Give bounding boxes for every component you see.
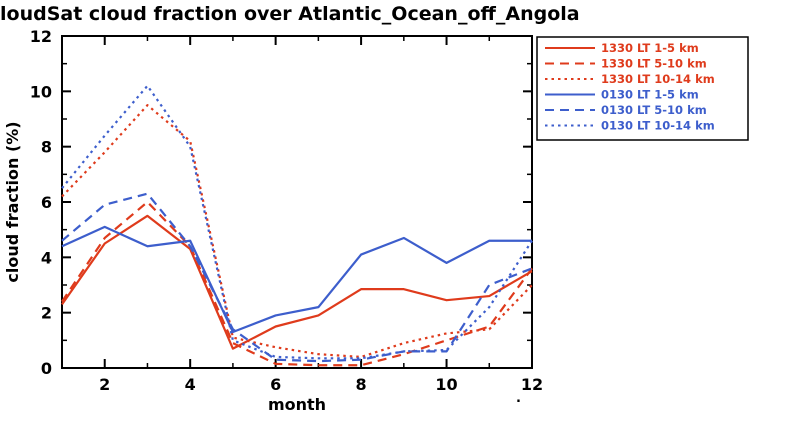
series-line-2 bbox=[61, 104, 533, 359]
x-tick-label: 10 bbox=[435, 375, 457, 394]
chart-title: loudSat cloud fraction over Atlantic_Oce… bbox=[0, 3, 580, 25]
x-tick-label: 4 bbox=[185, 375, 196, 394]
y-tick-label: 0 bbox=[41, 359, 52, 378]
x-axis-title: month bbox=[268, 395, 326, 414]
x-tick-label: 8 bbox=[356, 375, 367, 394]
series-line-3 bbox=[61, 225, 532, 334]
y-tick-label: 4 bbox=[41, 248, 52, 267]
y-tick-label: 10 bbox=[30, 82, 52, 101]
legend-label-4: 0130 LT 5-10 km bbox=[601, 103, 707, 117]
stray-mark: . bbox=[516, 391, 521, 406]
chart-series-group: 2 4 6 8 10 12 0 2 4 6 8 10 12 1330 LT 1-5 km 1330 LT 5… bbox=[30, 27, 749, 394]
x-tick-label: 6 bbox=[270, 375, 281, 394]
legend-label-1: 1330 LT 5-10 km bbox=[601, 57, 707, 71]
series-line-0 bbox=[61, 214, 533, 350]
legend-label-0: 1330 LT 1-5 km bbox=[601, 41, 699, 55]
y-tick-label: 2 bbox=[41, 304, 52, 323]
series-line-4 bbox=[61, 192, 533, 363]
axis-frame bbox=[61, 35, 533, 369]
y-axis-title: cloud fraction (%) bbox=[3, 121, 22, 282]
series-line-5 bbox=[61, 84, 533, 360]
y-tick-label: 12 bbox=[30, 27, 52, 46]
x-tick-label: 2 bbox=[99, 375, 110, 394]
legend-box bbox=[536, 36, 749, 141]
legend-label-2: 1330 LT 10-14 km bbox=[601, 72, 715, 86]
y-tick-label: 6 bbox=[41, 193, 52, 212]
legend-label-5: 0130 LT 10-14 km bbox=[601, 119, 715, 133]
y-tick-label: 8 bbox=[41, 138, 52, 157]
legend-label-3: 0130 LT 1-5 km bbox=[601, 88, 699, 102]
series-line-1 bbox=[61, 200, 533, 367]
x-tick-label: 12 bbox=[521, 375, 543, 394]
